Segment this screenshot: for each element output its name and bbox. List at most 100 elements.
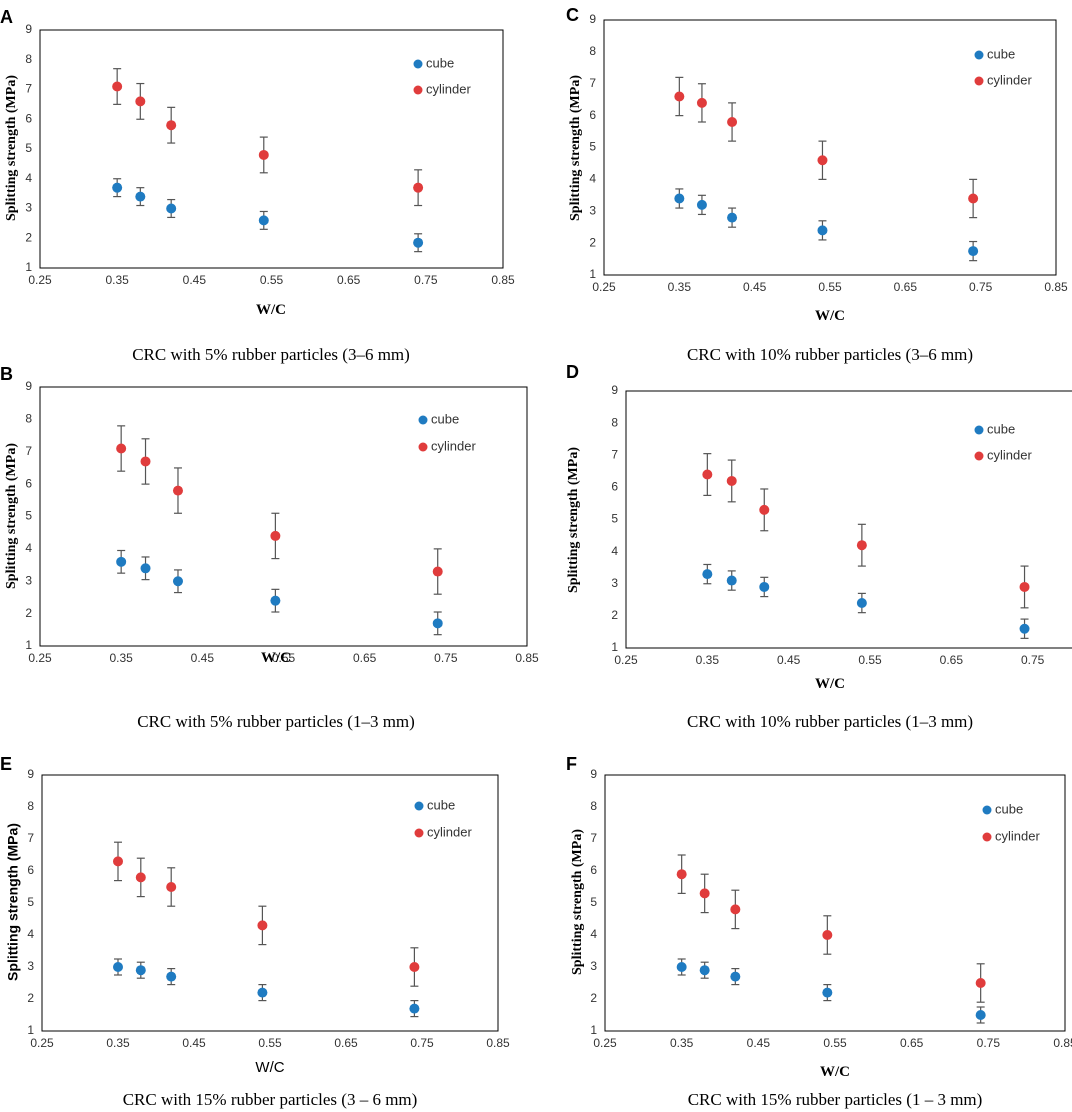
series-cube <box>674 188 979 262</box>
y-tick-label: 6 <box>27 863 34 877</box>
panel-caption: CRC with 5% rubber particles (3–6 mm) <box>132 345 410 364</box>
y-axis-title: Splitting strength (MPa) <box>5 823 21 981</box>
x-tick-label: 0.35 <box>670 1036 694 1050</box>
y-tick-label: 9 <box>589 12 596 26</box>
legend-label-cylinder: cylinder <box>431 438 476 453</box>
data-point-cylinder <box>727 117 738 127</box>
y-tick-label: 5 <box>25 509 32 523</box>
y-tick-label: 1 <box>589 267 596 281</box>
legend-marker-cylinder <box>974 76 984 86</box>
x-tick-label: 0.85 <box>1053 1036 1072 1050</box>
data-point-cylinder <box>112 81 123 92</box>
data-point-cube <box>702 569 713 580</box>
x-tick-label: 0.75 <box>969 280 993 294</box>
y-tick-label: 1 <box>25 260 32 274</box>
legend-label-cube: cube <box>427 797 455 812</box>
series-cylinder <box>674 76 979 219</box>
data-point-cylinder <box>166 882 177 892</box>
x-tick-label: 0.25 <box>614 653 638 667</box>
data-point-cylinder <box>432 566 443 577</box>
y-tick-label: 3 <box>25 573 32 587</box>
data-point-cube <box>413 237 424 248</box>
legend-label-cylinder: cylinder <box>426 81 471 96</box>
data-point-cube <box>696 199 707 210</box>
data-point-cylinder <box>975 978 986 988</box>
y-tick-label: 1 <box>25 638 32 652</box>
data-point-cube <box>817 225 828 236</box>
data-point-cylinder <box>172 485 183 496</box>
panel-label: A <box>0 7 13 27</box>
x-axis-title: W/C <box>820 1064 850 1080</box>
x-tick-label: 0.65 <box>940 653 964 667</box>
x-tick-label: 0.75 <box>414 273 438 287</box>
data-point-cylinder <box>166 120 177 131</box>
panel-label: E <box>0 754 12 774</box>
y-tick-label: 4 <box>590 927 597 941</box>
y-tick-label: 2 <box>25 606 32 620</box>
x-tick-label: 0.35 <box>109 651 133 665</box>
y-tick-label: 2 <box>611 608 618 622</box>
y-tick-label: 9 <box>25 379 32 393</box>
data-point-cylinder <box>856 540 867 551</box>
legend-label-cylinder: cylinder <box>987 447 1032 462</box>
x-tick-label: 0.45 <box>191 651 215 665</box>
data-point-cube <box>258 215 269 226</box>
x-tick-label: 0.65 <box>334 1036 358 1050</box>
series-cylinder <box>112 68 424 207</box>
x-tick-label: 0.55 <box>258 1036 282 1050</box>
legend-label-cube: cube <box>995 801 1023 816</box>
data-point-cube <box>135 191 146 202</box>
legend-marker-cube <box>413 59 423 69</box>
data-point-cylinder <box>730 904 741 915</box>
x-axis-title: W/C <box>255 1059 284 1076</box>
y-tick-label: 7 <box>27 831 34 845</box>
x-tick-label: 0.25 <box>28 651 52 665</box>
x-tick-label: 0.25 <box>593 1036 617 1050</box>
legend-marker-cube <box>414 801 424 811</box>
data-point-cylinder <box>116 443 127 454</box>
x-tick-label: 0.35 <box>668 280 692 294</box>
data-point-cube <box>113 962 123 972</box>
panel-caption: CRC with 15% rubber particles (1 – 3 mm) <box>688 1090 983 1109</box>
x-tick-label: 0.35 <box>106 1036 130 1050</box>
data-point-cube <box>730 971 741 982</box>
series-cube <box>112 178 424 253</box>
data-point-cube <box>116 556 127 567</box>
panel-caption: CRC with 10% rubber particles (3–6 mm) <box>687 345 973 364</box>
data-point-cube <box>112 182 123 193</box>
data-point-cylinder <box>699 888 710 899</box>
x-axis-title: W/C <box>815 308 845 324</box>
y-tick-label: 1 <box>611 640 618 654</box>
x-tick-label: 0.45 <box>183 273 207 287</box>
y-tick-label: 6 <box>589 108 596 122</box>
y-axis-title: Splitting strength (MPa) <box>570 829 585 975</box>
x-tick-label: 0.75 <box>977 1036 1001 1050</box>
x-tick-label: 0.25 <box>592 280 616 294</box>
x-tick-label: 0.45 <box>777 653 801 667</box>
plot-frame <box>39 386 528 647</box>
y-tick-label: 7 <box>25 444 32 458</box>
data-point-cube <box>822 987 833 998</box>
data-point-cylinder <box>409 962 420 972</box>
y-tick-label: 3 <box>590 959 597 973</box>
panel-label: C <box>566 5 579 25</box>
y-axis-title: Splitting strength (MPa) <box>566 447 581 593</box>
data-point-cube <box>674 193 685 204</box>
data-point-cube <box>699 965 710 976</box>
data-point-cube <box>726 575 737 586</box>
y-tick-label: 5 <box>27 895 34 909</box>
data-point-cube <box>166 971 177 982</box>
data-point-cylinder <box>135 96 146 107</box>
x-tick-label: 0.45 <box>747 1036 771 1050</box>
x-tick-label: 0.35 <box>696 653 720 667</box>
chart-panel-b: B 0.25 0.35 0.45 0.55 0.65 0.75 0.85 1 2 3 4 5 6 7 8 9 W/… <box>0 364 539 731</box>
legend-marker-cube <box>418 415 428 425</box>
y-tick-label: 1 <box>27 1023 34 1037</box>
chart-panel-c: C 0.25 0.35 0.45 0.55 0.65 0.75 0.85 1 2 3 4 5 6 7 8 9 W/… <box>566 5 1068 364</box>
plot-frame <box>603 19 1057 276</box>
y-tick-label: 4 <box>27 927 34 941</box>
data-point-cylinder <box>674 91 685 102</box>
series-cylinder <box>676 854 986 1003</box>
data-point-cube <box>140 563 151 574</box>
plot-frame <box>41 774 499 1032</box>
